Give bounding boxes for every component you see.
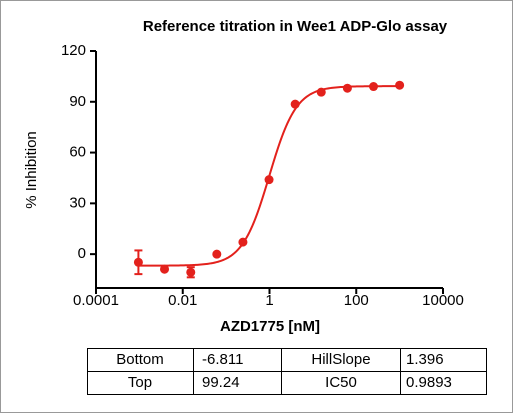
table-cell: HillSlope bbox=[311, 351, 370, 368]
table-cell: Bottom bbox=[116, 351, 164, 368]
data-point bbox=[133, 257, 143, 267]
data-point bbox=[186, 267, 196, 277]
x-tick-label: 0.01 bbox=[168, 292, 197, 309]
table bbox=[87, 348, 487, 395]
x-axis-label: AZD1775 [nM] bbox=[220, 318, 320, 335]
y-axis-label: % Inhibition bbox=[23, 131, 40, 209]
x-tick-label: 100 bbox=[344, 292, 369, 309]
table-cell: Top bbox=[128, 374, 152, 391]
data-point bbox=[395, 80, 405, 90]
x-tick-label: 10000 bbox=[422, 292, 464, 309]
data-point bbox=[342, 83, 352, 93]
table-cell: 0.9893 bbox=[406, 374, 452, 391]
y-tick-label: 120 bbox=[61, 42, 86, 59]
chart-title: Reference titration in Wee1 ADP-Glo assa… bbox=[143, 18, 448, 35]
data-point bbox=[264, 175, 274, 185]
table-cell: 99.24 bbox=[202, 374, 240, 391]
data-point bbox=[160, 264, 170, 274]
data-point bbox=[238, 237, 248, 247]
data-point bbox=[212, 249, 222, 259]
x-tick-label: 0.0001 bbox=[73, 292, 119, 309]
table-cell: -6.811 bbox=[202, 351, 243, 368]
table-cell: IC50 bbox=[325, 374, 357, 391]
y-tick-label: 90 bbox=[69, 93, 86, 110]
y-tick-label: 0 bbox=[78, 245, 86, 262]
data-point bbox=[290, 99, 300, 109]
data-point bbox=[316, 87, 326, 97]
data-point bbox=[369, 82, 379, 92]
y-tick-label: 60 bbox=[69, 144, 86, 161]
x-tick-label: 1 bbox=[265, 292, 273, 309]
y-tick-label: 30 bbox=[69, 194, 86, 211]
table-cell: 1.396 bbox=[406, 351, 444, 368]
